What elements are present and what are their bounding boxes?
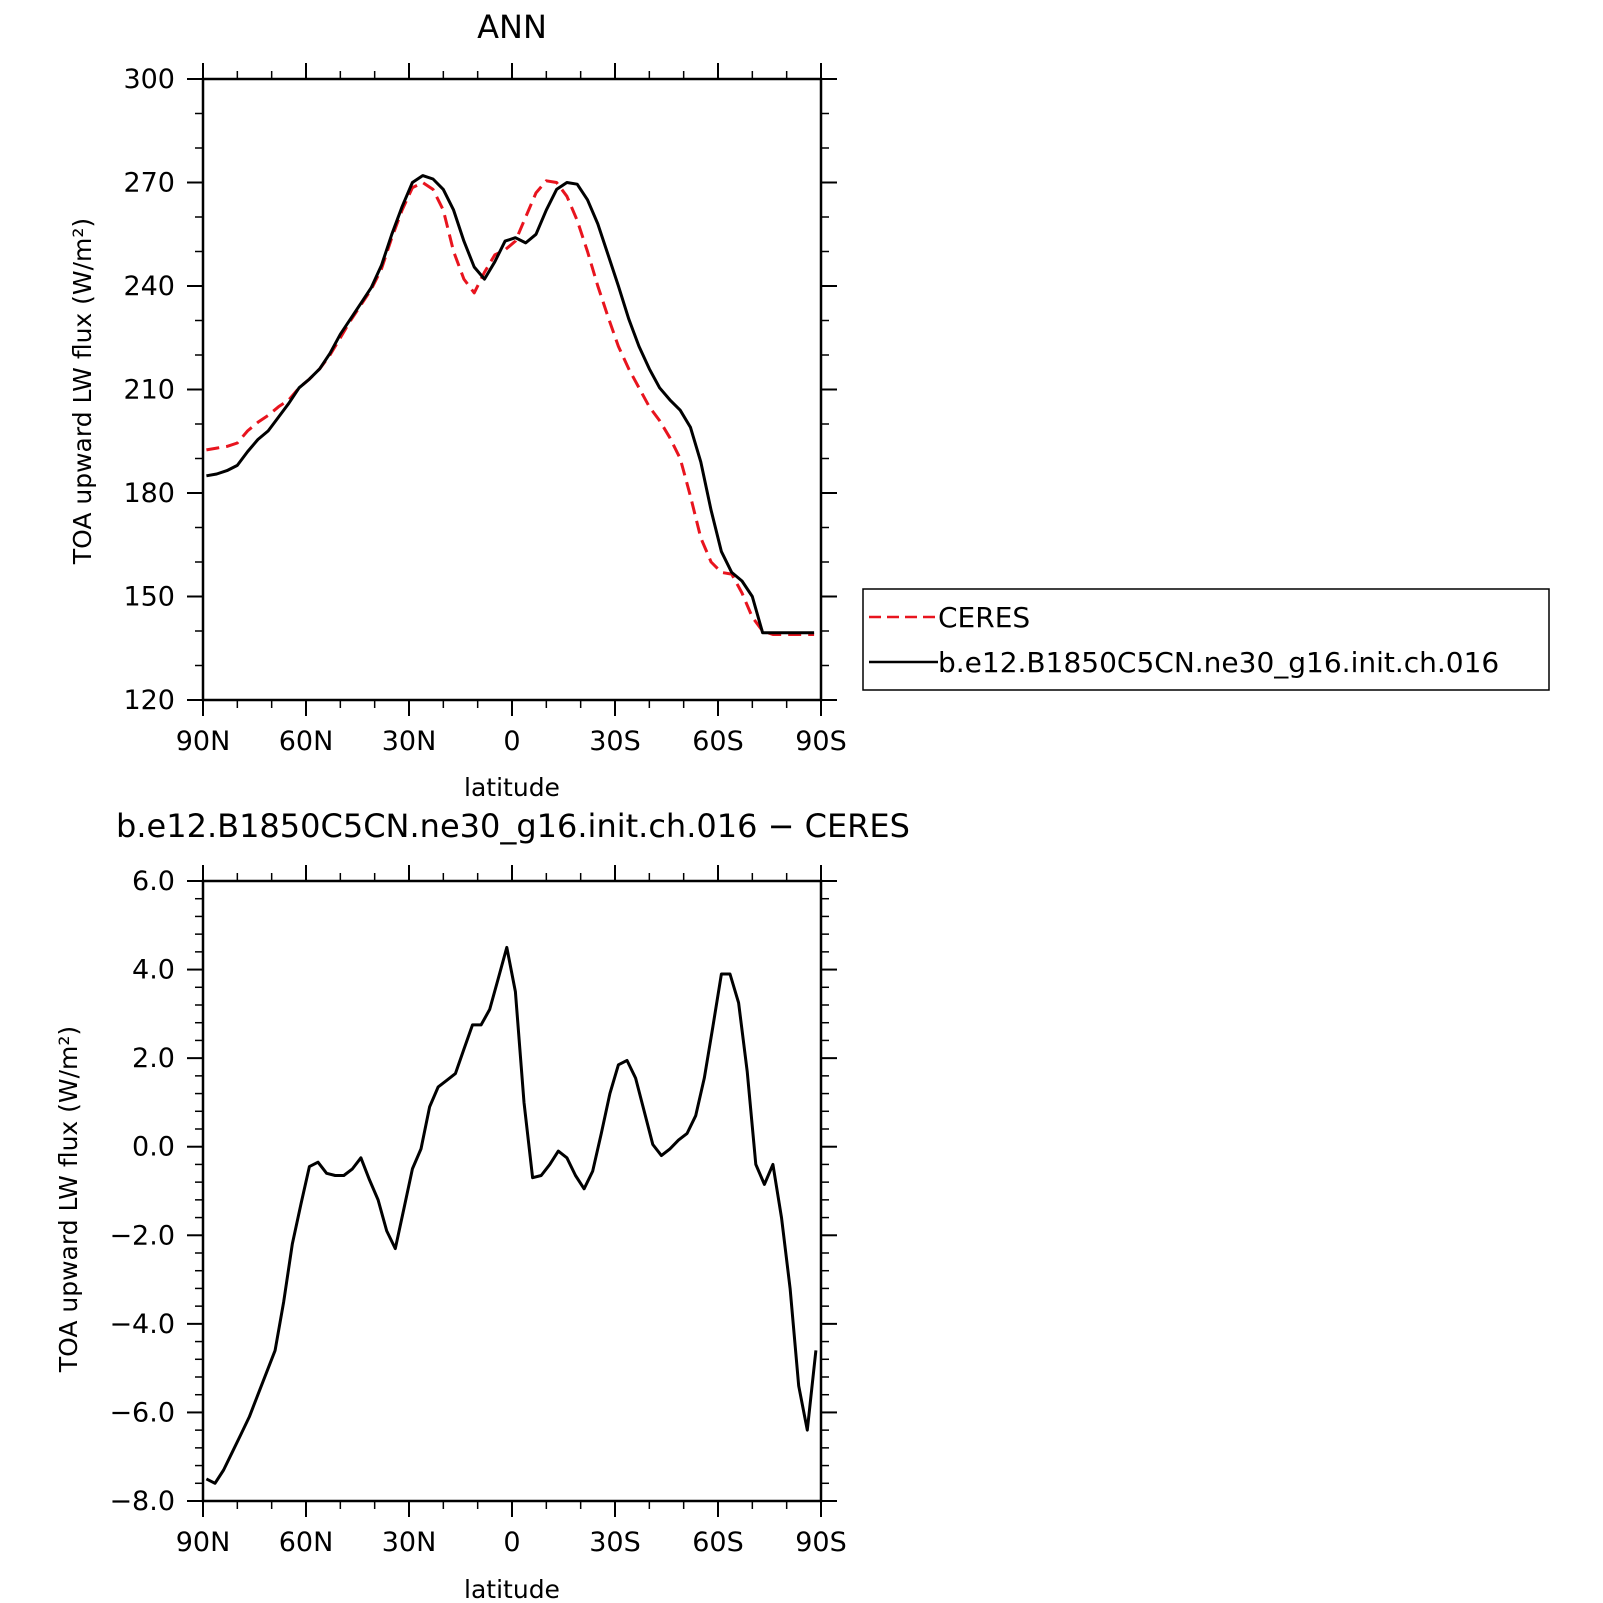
- series-line-1: [206, 174, 815, 635]
- chart-annual-flux: ANN 90N 60N 30N 0 30S 60S 90S 120 150 180 210 240 27…: [68, 8, 847, 802]
- legend: CERES b.e12.B1850C5CN.ne30_g16.init.ch.0…: [862, 588, 1550, 691]
- x-tick-label: 0: [503, 726, 520, 757]
- y-tick-label: 240: [123, 271, 175, 302]
- x-tick-label: 90N: [176, 1527, 231, 1558]
- legend-box: [862, 588, 1550, 691]
- y-tick-label: 270: [123, 168, 175, 199]
- x-tick-label: 60N: [279, 726, 334, 757]
- x-tick-label: 0: [503, 1527, 520, 1558]
- x-tick-label: 30N: [382, 726, 437, 757]
- y-tick-label: −6.0: [109, 1397, 175, 1428]
- chart-difference: b.e12.B1850C5CN.ne30_g16.init.ch.016 − C…: [54, 807, 910, 1603]
- y-tick-label: 0.0: [132, 1132, 175, 1163]
- y-tick-label: 150: [123, 582, 175, 613]
- y-tick-label: 210: [123, 375, 175, 406]
- x-tick-label: 60N: [279, 1527, 334, 1558]
- y-tick-label: −4.0: [109, 1309, 175, 1340]
- y-tick-label: −2.0: [109, 1220, 175, 1251]
- y-tick-label: 300: [123, 64, 175, 95]
- series-line-0: [206, 179, 815, 636]
- x-tick-label: 90N: [176, 726, 231, 757]
- plot-area: 90N 60N 30N 0 30S 60S 90S 120 150 180 210 240 270 300: [123, 63, 847, 757]
- y-tick-label: −8.0: [109, 1486, 175, 1517]
- series-line-0: [205, 945, 818, 1485]
- x-tick-label: 60S: [692, 726, 744, 757]
- x-tick-label: 30S: [589, 1527, 641, 1558]
- x-tick-label: 60S: [692, 1527, 744, 1558]
- x-tick-label: 90S: [795, 1527, 847, 1558]
- y-axis-label: TOA upward LW flux (W/m²): [68, 218, 97, 565]
- x-axis-label: latitude: [464, 1575, 560, 1603]
- y-tick-label: 2.0: [132, 1043, 175, 1074]
- y-tick-label: 4.0: [132, 955, 175, 986]
- chart-title: ANN: [477, 8, 547, 46]
- chart-title: b.e12.B1850C5CN.ne30_g16.init.ch.016 − C…: [116, 807, 910, 845]
- y-tick-label: 120: [123, 685, 175, 716]
- y-tick-label: 6.0: [132, 866, 175, 897]
- x-axis-label: latitude: [464, 773, 560, 802]
- x-tick-label: 30S: [589, 726, 641, 757]
- x-tick-label: 90S: [795, 726, 847, 757]
- y-axis-label: TOA upward LW flux (W/m²): [54, 1026, 83, 1373]
- x-tick-label: 30N: [382, 1527, 437, 1558]
- y-tick-label: 180: [123, 478, 175, 509]
- legend-label-ceres: CERES: [938, 601, 1030, 634]
- plot-area: 90N 60N 30N 0 30S 60S 90S −8.0 −6.0 −4.0 −2.0 0.0 2.…: [109, 865, 847, 1558]
- legend-label-model: b.e12.B1850C5CN.ne30_g16.init.ch.016: [938, 646, 1499, 679]
